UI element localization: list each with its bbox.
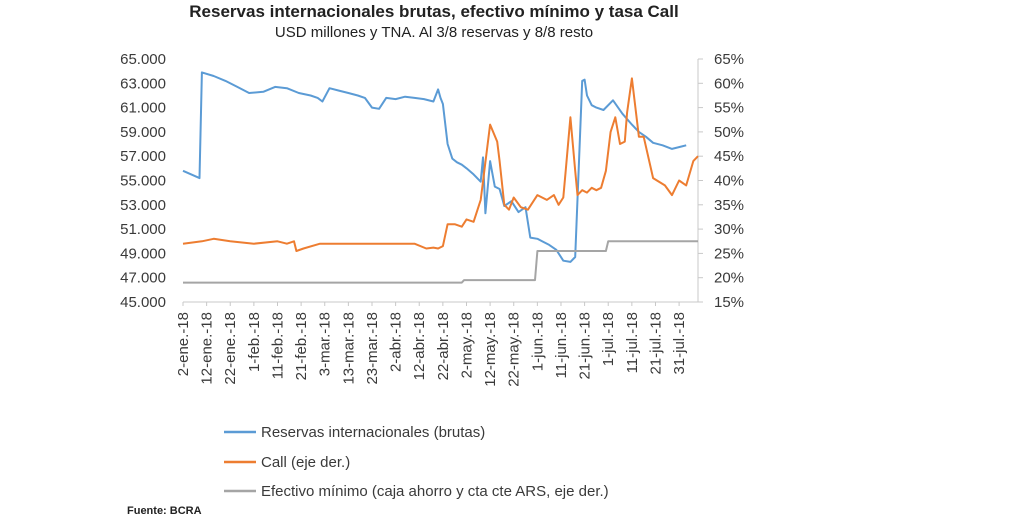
- series-line-1: [182, 71, 687, 263]
- series-line-3: [183, 240, 698, 284]
- y-left-tick-label: 51.000: [120, 221, 166, 238]
- x-tick-label: 11-feb.-18: [269, 312, 286, 379]
- x-tick-label: 12-may.-18: [482, 312, 499, 387]
- x-tick-label: 21-jul.-18: [647, 312, 664, 375]
- y-right-tick-label: 60%: [714, 75, 744, 92]
- y-left-tick-label: 49.000: [120, 245, 166, 262]
- y-right-tick-label: 35%: [714, 197, 744, 214]
- x-tick-label: 1-feb.-18: [246, 312, 263, 372]
- legend-label-1: Reservas internacionales (brutas): [261, 424, 485, 441]
- y-left-tick-label: 45.000: [120, 294, 166, 311]
- x-tick-label: 13-mar.-18: [340, 312, 357, 385]
- legend-label-2: Call (eje der.): [261, 454, 350, 471]
- x-tick-label: 22-abr.-18: [435, 312, 452, 380]
- x-tick-label: 22-ene.-18: [222, 312, 239, 385]
- y-left-tick-label: 57.000: [120, 148, 166, 165]
- y-right-tick-label: 25%: [714, 245, 744, 262]
- x-tick-label: 23-mar.-18: [364, 312, 381, 385]
- legend-label-3: Efectivo mínimo (caja ahorro y cta cte A…: [261, 483, 609, 500]
- x-tick-label: 11-jun.-18: [553, 312, 570, 378]
- chart-subtitle: USD millones y TNA. Al 3/8 reservas y 8/…: [274, 24, 594, 41]
- y-left-tick-label: 61.000: [120, 100, 166, 117]
- x-tick-label: 2-ene.-18: [175, 312, 192, 376]
- x-tick-label: 22-may.-18: [506, 312, 523, 387]
- x-tick-label: 11-jul.-18: [624, 312, 641, 373]
- y-right-tick-label: 55%: [714, 100, 744, 117]
- y-left-tick-label: 47.000: [120, 270, 166, 287]
- y-right-tick-label: 45%: [714, 148, 744, 165]
- x-tick-label: 3-mar.-18: [317, 312, 334, 376]
- y-right-tick-label: 30%: [714, 221, 744, 238]
- x-tick-label: 2-abr.-18: [388, 312, 405, 372]
- y-left-tick-label: 59.000: [120, 124, 166, 141]
- x-tick-label: 21-jun.-18: [577, 312, 594, 380]
- y-right-tick-label: 50%: [714, 124, 744, 141]
- x-tick-label: 31-jul.-18: [671, 312, 688, 375]
- x-tick-label: 12-abr.-18: [411, 312, 428, 380]
- series-line-2: [182, 77, 699, 252]
- y-right-tick-label: 65%: [714, 51, 744, 68]
- source-note: Fuente: BCRA: [127, 505, 202, 517]
- x-tick-label: 12-ene.-18: [199, 312, 216, 385]
- x-tick-label: 1-jul.-18: [600, 312, 617, 366]
- x-tick-label: 2-may.-18: [458, 312, 475, 378]
- y-left-tick-label: 55.000: [120, 173, 166, 190]
- chart-title: Reservas internacionales brutas, efectiv…: [189, 2, 679, 21]
- x-tick-label: 21-feb.-18: [293, 312, 310, 380]
- y-left-tick-label: 65.000: [120, 51, 166, 68]
- y-right-tick-label: 40%: [714, 173, 744, 190]
- y-right-tick-label: 15%: [714, 294, 744, 311]
- y-right-tick-label: 20%: [714, 270, 744, 287]
- y-left-tick-label: 53.000: [120, 197, 166, 214]
- x-tick-label: 1-jun.-18: [529, 312, 546, 371]
- y-left-tick-label: 63.000: [120, 75, 166, 92]
